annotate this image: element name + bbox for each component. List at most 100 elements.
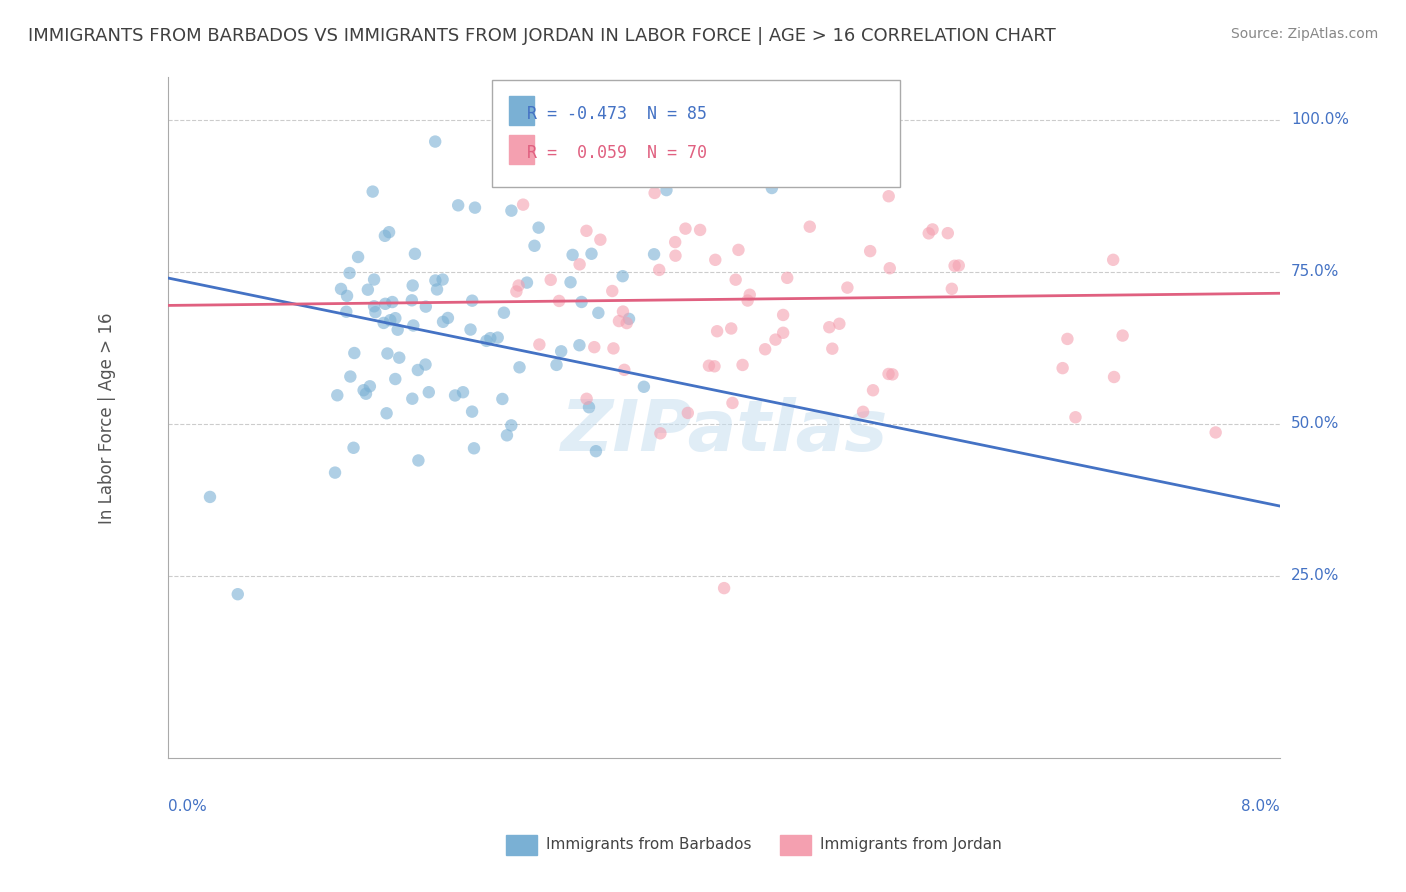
Point [523,239,546,253]
Point [761,181,783,195]
Point [375,406,398,420]
Point [612,269,634,284]
Point [697,359,720,373]
Point [527,220,550,235]
Point [675,221,697,235]
Point [418,385,440,400]
Point [491,392,513,406]
Point [713,581,735,595]
Point [359,379,381,393]
Point [1205,425,1227,440]
Point [408,453,430,467]
Point [571,295,593,310]
Point [648,263,671,277]
Point [402,278,425,293]
Text: 50.0%: 50.0% [1291,417,1340,432]
Point [799,219,821,234]
Point [941,282,963,296]
Text: 100.0%: 100.0% [1291,112,1348,128]
Point [364,305,387,319]
Point [664,235,686,249]
Point [401,392,423,406]
Point [568,257,591,271]
Point [821,342,844,356]
Point [644,186,666,200]
Point [437,310,460,325]
Point [765,333,787,347]
Point [461,404,484,418]
Point [330,282,353,296]
Text: Immigrants from Jordan: Immigrants from Jordan [820,838,1001,852]
Point [583,340,606,354]
Point [1102,370,1125,384]
Point [704,252,727,267]
Point [612,304,634,318]
Point [373,316,395,330]
Point [516,276,538,290]
Point [508,278,530,293]
Point [226,587,249,601]
Point [415,358,437,372]
Point [1064,410,1087,425]
Point [529,337,551,351]
Point [664,249,686,263]
Point [943,259,966,273]
Point [425,273,447,287]
Point [512,197,534,211]
Text: 8.0%: 8.0% [1241,799,1279,814]
Point [882,368,904,382]
Point [651,156,673,170]
Point [460,322,482,336]
Point [347,250,370,264]
Point [361,185,384,199]
Point [862,384,884,398]
Point [354,386,377,401]
Point [406,363,429,377]
Point [575,392,598,406]
Point [948,259,970,273]
Point [492,306,515,320]
Point [679,140,702,154]
Point [655,183,678,197]
Point [602,342,624,356]
Point [463,442,485,456]
Point [479,331,502,345]
Point [501,203,523,218]
Point [198,490,221,504]
Point [568,338,591,352]
Point [633,380,655,394]
Point [475,334,498,348]
Point [335,304,357,318]
Point [776,270,799,285]
Point [326,388,349,402]
Point [588,306,610,320]
Point [363,299,385,313]
Point [581,246,603,260]
Point [486,330,509,344]
Point [464,201,486,215]
Point [859,244,882,259]
Point [404,247,426,261]
Point [377,346,399,360]
Point [936,226,959,240]
Text: 75.0%: 75.0% [1291,265,1340,279]
Point [505,285,527,299]
Point [425,135,447,149]
Point [432,315,454,329]
Point [444,388,467,402]
Point [550,344,572,359]
Text: 0.0%: 0.0% [169,799,207,814]
Point [353,383,375,397]
Point [447,198,470,212]
Point [643,247,665,261]
Text: Immigrants from Barbados: Immigrants from Barbados [546,838,751,852]
Point [828,317,851,331]
Point [546,358,568,372]
Point [336,289,359,303]
Point [357,283,380,297]
Point [676,406,699,420]
Point [749,173,772,187]
Point [540,273,562,287]
Text: In Labor Force | Age > 16: In Labor Force | Age > 16 [98,312,117,524]
Point [432,272,454,286]
